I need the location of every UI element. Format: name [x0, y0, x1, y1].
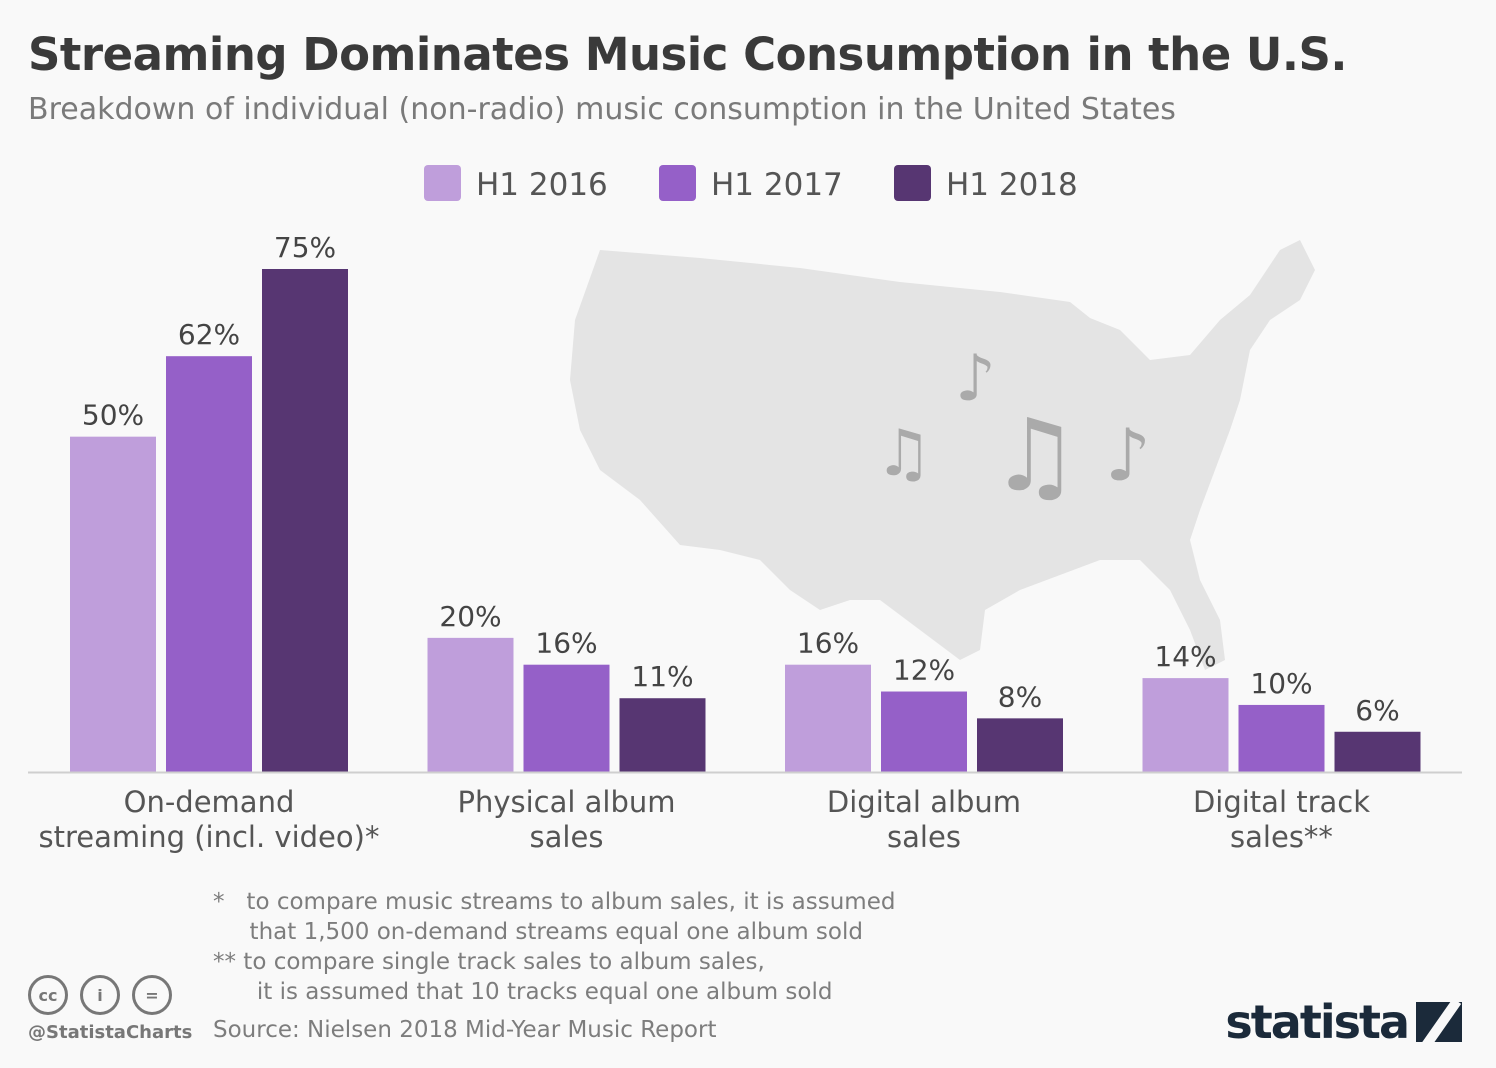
category-label: sales [887, 820, 961, 854]
category-label: streaming (incl. video)* [39, 820, 380, 854]
attribution-icon: i [80, 975, 120, 1015]
category-label: On-demand [124, 785, 295, 819]
data-label: 11% [631, 660, 693, 693]
bar [262, 269, 348, 772]
statista-handle: @StatistaCharts [28, 1022, 193, 1043]
music-note-icon: ♪ [1105, 413, 1151, 497]
legend-swatch [424, 165, 461, 201]
music-notes-icon: ♫ [875, 417, 932, 491]
bar [427, 637, 514, 772]
data-label: 16% [797, 627, 859, 660]
no-derivatives-icon: = [132, 975, 172, 1015]
data-label: 62% [178, 318, 240, 351]
bar [1238, 704, 1325, 772]
logo-text: statista [1225, 995, 1410, 1049]
category-label: Digital album [827, 785, 1021, 819]
bars: 50% 62% 75% 20% 16% 11% 16% 12% 8% 14% 10% 6% [70, 231, 1421, 772]
category-label: sales** [1230, 820, 1333, 854]
bar [1142, 678, 1229, 772]
music-note-icon: ♪ [955, 342, 996, 416]
footnote-3: ** to compare single track sales to albu… [213, 949, 765, 975]
chart-title: Streaming Dominates Music Consumption in… [28, 28, 1348, 81]
statista-logo: statista [1225, 995, 1462, 1049]
category-label: sales [530, 820, 604, 854]
bar [166, 356, 252, 772]
footnote-4: it is assumed that 10 tracks equal one a… [213, 979, 833, 1005]
data-label: 75% [274, 231, 336, 264]
data-label: 12% [893, 654, 955, 687]
data-label: 14% [1154, 640, 1216, 673]
bar [70, 436, 156, 772]
bar [881, 691, 967, 772]
category-label: Physical album [457, 785, 675, 819]
legend-swatch [659, 165, 696, 201]
chart-subtitle: Breakdown of individual (non-radio) musi… [28, 92, 1176, 127]
us-map-background: ♪ ♫ ♫ ♪ [570, 240, 1315, 670]
legend-label: H1 2017 [711, 167, 843, 203]
bar [785, 664, 871, 772]
footnote-2: that 1,500 on-demand streams equal one a… [213, 919, 863, 945]
source-text: Source: Nielsen 2018 Mid-Year Music Repo… [213, 1017, 717, 1043]
footnote-1: * to compare music streams to album sale… [213, 889, 896, 915]
bar [523, 664, 610, 772]
legend-label: H1 2016 [476, 167, 608, 203]
cc-icon: cc [28, 975, 68, 1015]
statista-logo-icon [1416, 1002, 1462, 1042]
data-label: 16% [535, 627, 597, 660]
category-label: Digital track [1193, 785, 1370, 819]
bar [619, 698, 706, 772]
legend-label: H1 2018 [946, 167, 1078, 203]
legend-swatch [894, 165, 931, 201]
legend: H1 2016 H1 2017 H1 2018 [424, 165, 1078, 203]
data-label: 20% [439, 600, 501, 633]
data-label: 50% [82, 399, 144, 432]
music-notes-icon: ♫ [990, 397, 1080, 514]
data-label: 8% [998, 680, 1042, 713]
data-label: 6% [1355, 694, 1399, 727]
bar [1334, 731, 1421, 772]
data-label: 10% [1250, 667, 1312, 700]
bar [977, 718, 1063, 772]
